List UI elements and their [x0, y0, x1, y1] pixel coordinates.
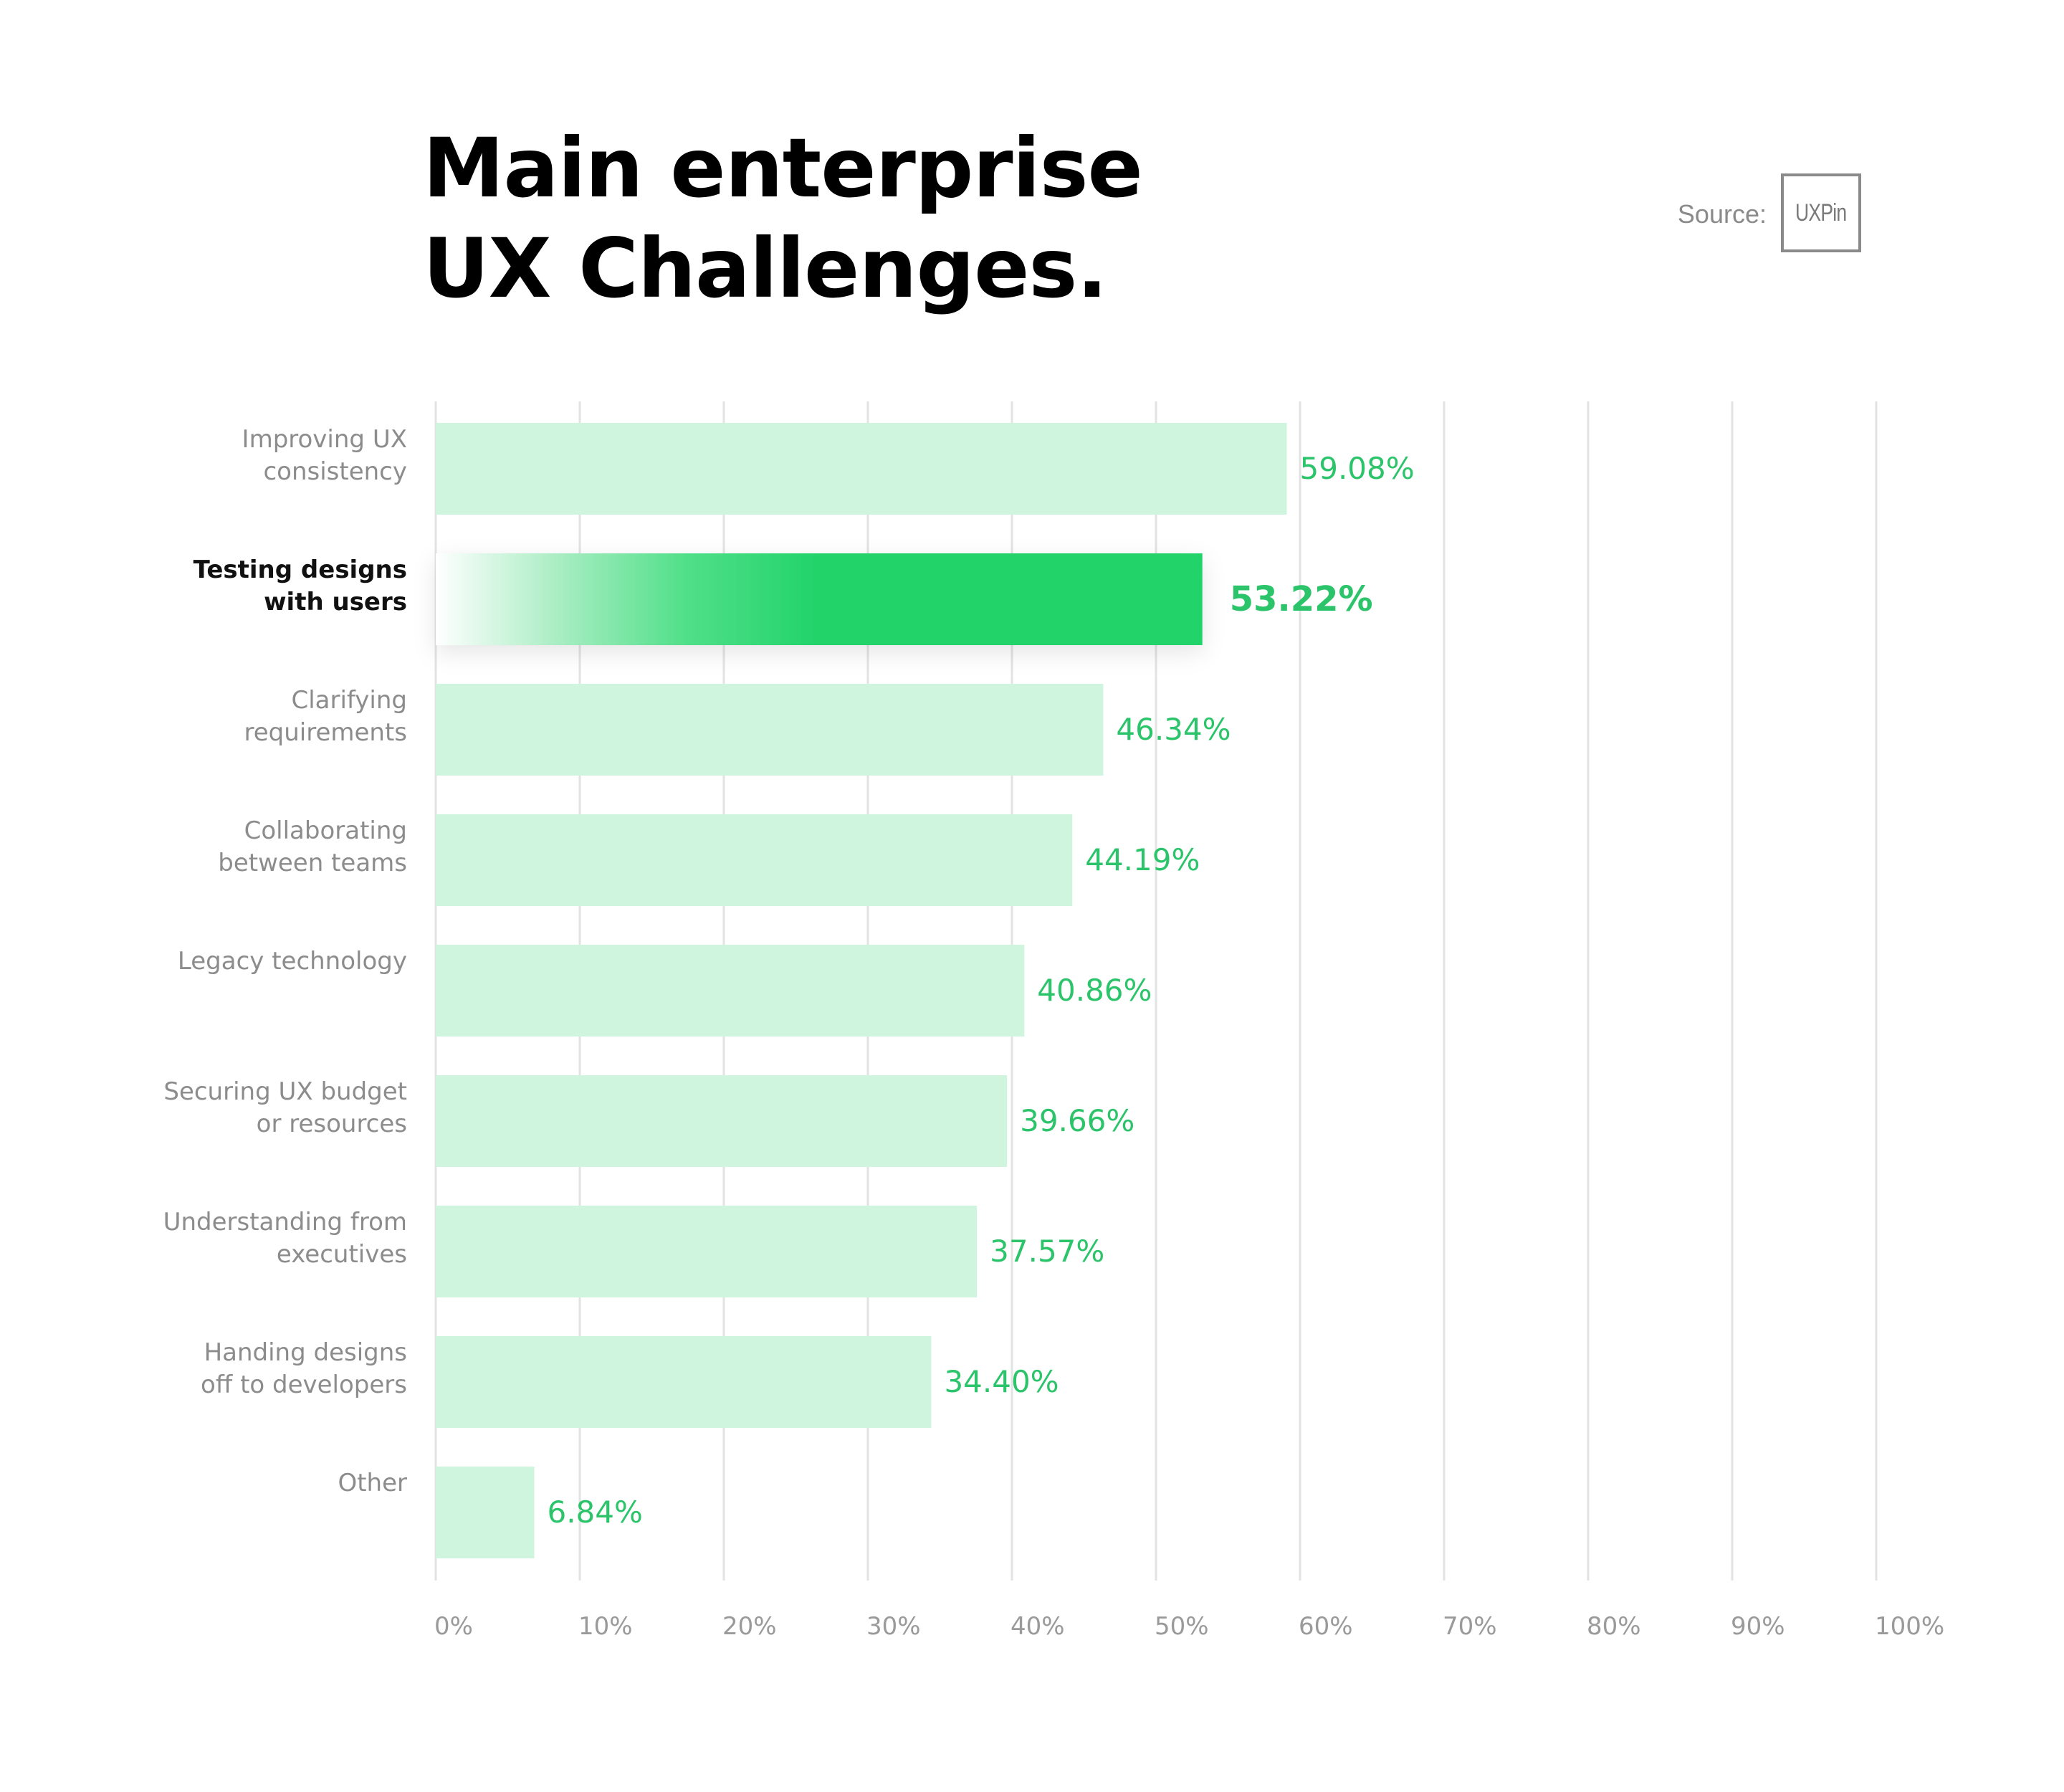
x-tick-label: 0%: [434, 1612, 473, 1641]
category-label-line: consistency: [263, 457, 407, 486]
chart-title-line-1: Main enterprise: [423, 120, 1143, 216]
category-label-line: or resources: [257, 1110, 407, 1138]
x-tick-label: 50%: [1155, 1612, 1209, 1641]
bar: [436, 945, 1025, 1036]
x-tick-label: 70%: [1443, 1612, 1497, 1641]
category-label: Collaborating between teams: [218, 816, 407, 877]
value-label: 53.22%: [1230, 579, 1373, 619]
category-label: Other: [338, 1469, 407, 1497]
bar: [436, 423, 1287, 515]
value-label: 44.19%: [1085, 842, 1200, 877]
x-tick-label: 60%: [1299, 1612, 1353, 1641]
x-tick-label: 30%: [866, 1612, 921, 1641]
category-label-line: Other: [338, 1469, 407, 1497]
category-label-line: off to developers: [201, 1371, 407, 1399]
category-label: Handing designs off to developers: [201, 1338, 407, 1399]
category-label-line: Clarifying: [291, 686, 407, 715]
value-label: 59.08%: [1300, 451, 1415, 486]
category-label: Improving UX consistency: [242, 425, 407, 486]
category-label: Legacy technology: [178, 947, 407, 976]
x-tick-label: 90%: [1731, 1612, 1785, 1641]
value-label: 46.34%: [1116, 712, 1231, 747]
x-tick-label: 80%: [1587, 1612, 1641, 1641]
category-label: Understanding from executives: [163, 1208, 407, 1269]
category-label-line: Collaborating: [244, 816, 407, 845]
category-label: Securing UX budget or resources: [163, 1077, 407, 1138]
category-label-line: Testing designs: [194, 556, 407, 584]
value-label: 37.57%: [990, 1234, 1104, 1269]
bar: [436, 814, 1073, 906]
category-label-line: executives: [277, 1240, 407, 1269]
value-label: 39.66%: [1020, 1103, 1134, 1138]
x-tick-label: 20%: [722, 1612, 777, 1641]
category-labels: Improving UX consistency Testing designs wi…: [163, 425, 407, 1497]
chart-title-line-2: UX Challenges.: [423, 221, 1108, 316]
value-label: 34.40%: [944, 1364, 1059, 1399]
bar: [436, 1206, 978, 1297]
x-tick-label: 40%: [1010, 1612, 1065, 1641]
category-label-line: Securing UX budget: [163, 1077, 407, 1106]
bar: [436, 1467, 535, 1558]
x-tick-label: 100%: [1875, 1612, 1944, 1641]
category-label-line: Understanding from: [163, 1208, 407, 1236]
category-label-line: requirements: [244, 718, 407, 747]
chart-title: Main enterprise UX Challenges.: [423, 118, 1426, 319]
bar-highlighted: [436, 553, 1203, 645]
category-label: Clarifying requirements: [244, 686, 407, 747]
bars: [436, 423, 1287, 1558]
x-axis-tick-labels: 0% 10% 20% 30% 40% 50% 60% 70% 80% 90% 100%: [434, 1612, 1944, 1641]
uxpin-logo: UXPin: [1781, 173, 1861, 252]
category-label-line: Legacy technology: [178, 947, 407, 976]
value-labels: 59.08% 53.22% 46.34% 44.19% 40.86% 39.66% 37.5…: [547, 451, 1414, 1530]
category-label-line: between teams: [218, 849, 407, 877]
bar: [436, 1336, 932, 1428]
source-label: Source:: [1677, 199, 1767, 229]
bar: [436, 1075, 1008, 1167]
uxpin-logo-text: UXPin: [1795, 199, 1847, 227]
value-label: 6.84%: [547, 1495, 642, 1530]
category-label: Testing designs with users: [194, 556, 407, 616]
category-label-line: Improving UX: [242, 425, 407, 454]
x-tick-label: 10%: [578, 1612, 633, 1641]
value-label: 40.86%: [1037, 973, 1152, 1008]
category-label-line: Handing designs: [204, 1338, 407, 1367]
bar: [436, 684, 1104, 776]
category-label-line: with users: [264, 588, 407, 616]
